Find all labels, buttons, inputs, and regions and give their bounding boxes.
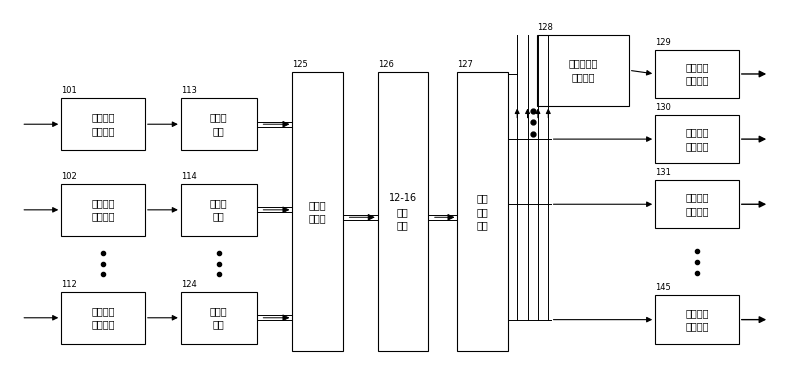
Text: 发送并串
转换电路: 发送并串 转换电路 bbox=[686, 308, 709, 331]
Text: 124: 124 bbox=[181, 280, 197, 289]
Text: 去斜移通道
生成电路: 去斜移通道 生成电路 bbox=[568, 58, 598, 82]
Text: 接收串并
转换电路: 接收串并 转换电路 bbox=[91, 112, 114, 136]
Text: 帧同步
电路: 帧同步 电路 bbox=[210, 112, 227, 136]
FancyBboxPatch shape bbox=[61, 292, 145, 344]
Text: 129: 129 bbox=[655, 38, 671, 47]
Text: 发送并串
转换电路: 发送并串 转换电路 bbox=[686, 193, 709, 216]
FancyBboxPatch shape bbox=[655, 115, 739, 163]
Text: 通道对
齐电路: 通道对 齐电路 bbox=[309, 200, 326, 223]
FancyBboxPatch shape bbox=[181, 98, 257, 150]
FancyBboxPatch shape bbox=[537, 35, 629, 106]
Text: 102: 102 bbox=[61, 172, 77, 181]
FancyBboxPatch shape bbox=[61, 98, 145, 150]
Text: 145: 145 bbox=[655, 284, 671, 292]
Text: 128: 128 bbox=[537, 23, 553, 32]
Text: 通道
重排
电路: 通道 重排 电路 bbox=[477, 194, 488, 230]
Text: 125: 125 bbox=[292, 60, 308, 69]
FancyBboxPatch shape bbox=[655, 180, 739, 228]
FancyBboxPatch shape bbox=[292, 72, 342, 351]
Text: 接收串并
转换电路: 接收串并 转换电路 bbox=[91, 306, 114, 329]
FancyBboxPatch shape bbox=[655, 50, 739, 98]
FancyBboxPatch shape bbox=[378, 72, 428, 351]
FancyBboxPatch shape bbox=[655, 296, 739, 344]
FancyBboxPatch shape bbox=[181, 292, 257, 344]
FancyBboxPatch shape bbox=[61, 184, 145, 236]
Text: 126: 126 bbox=[378, 60, 394, 69]
Text: 114: 114 bbox=[181, 172, 197, 181]
Text: 帧同步
电路: 帧同步 电路 bbox=[210, 306, 227, 329]
FancyBboxPatch shape bbox=[458, 72, 508, 351]
Text: 113: 113 bbox=[181, 86, 197, 95]
Text: 131: 131 bbox=[655, 168, 671, 177]
Text: 接收串并
转换电路: 接收串并 转换电路 bbox=[91, 198, 114, 221]
Text: 130: 130 bbox=[655, 103, 671, 112]
FancyBboxPatch shape bbox=[181, 184, 257, 236]
Text: 127: 127 bbox=[458, 60, 474, 69]
Text: 发送并串
转换电路: 发送并串 转换电路 bbox=[686, 62, 709, 86]
Text: 112: 112 bbox=[61, 280, 77, 289]
Text: 帧同步
电路: 帧同步 电路 bbox=[210, 198, 227, 221]
Text: 101: 101 bbox=[61, 86, 77, 95]
Text: 12-16
转换
电路: 12-16 转换 电路 bbox=[389, 194, 417, 230]
Text: 发送并串
转换电路: 发送并串 转换电路 bbox=[686, 128, 709, 151]
